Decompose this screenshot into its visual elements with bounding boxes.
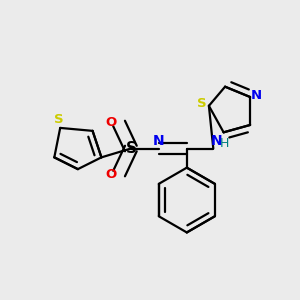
- Text: S: S: [54, 112, 64, 126]
- Text: S: S: [126, 141, 137, 156]
- Text: H: H: [220, 137, 229, 150]
- Text: N: N: [251, 89, 262, 102]
- Text: O: O: [105, 116, 116, 129]
- Text: N: N: [210, 134, 222, 148]
- Text: O: O: [105, 168, 116, 181]
- Text: S: S: [197, 97, 206, 110]
- Text: N: N: [153, 134, 164, 148]
